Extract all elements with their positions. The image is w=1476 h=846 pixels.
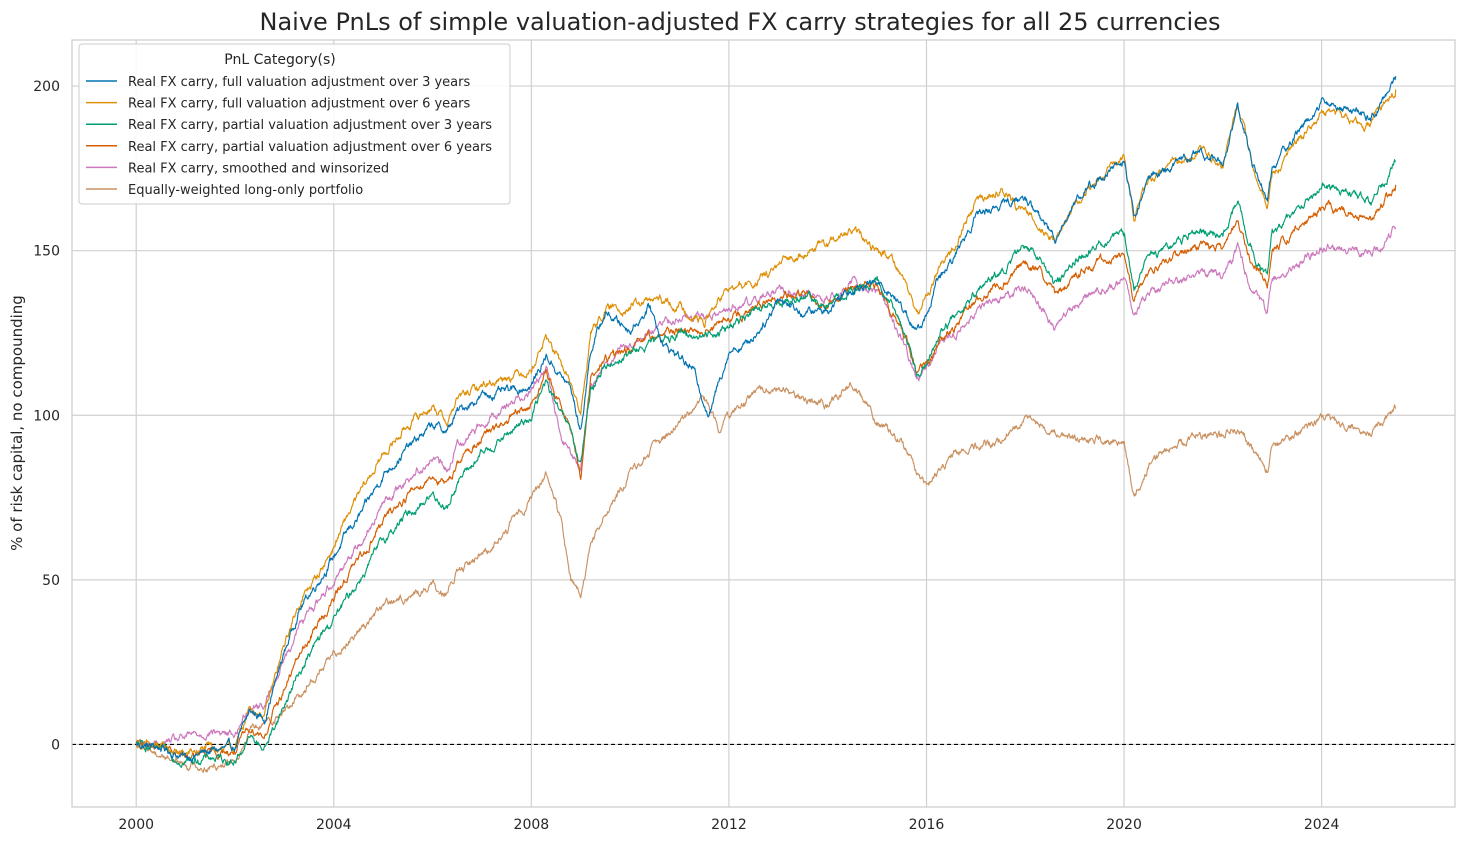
x-tick-label: 2000 [118, 817, 154, 833]
legend-label: Real FX carry, full valuation adjustment… [128, 97, 470, 112]
x-axis-ticks: 2000 2004 2008 2012 2016 2020 2024 [118, 817, 1339, 833]
series-layer [135, 76, 1397, 774]
y-axis-label: % of risk capital, no compounding [8, 295, 26, 551]
x-tick-label: 2016 [909, 817, 945, 833]
y-tick-label: 200 [33, 79, 60, 95]
legend: PnL Category(s) Real FX carry, full valu… [78, 43, 511, 205]
y-tick-label: 150 [33, 244, 60, 260]
x-tick-label: 2012 [711, 817, 747, 833]
y-axis-ticks: 0 50 100 150 200 [33, 79, 60, 753]
series-line [135, 382, 1397, 774]
series-line [135, 89, 1397, 756]
x-tick-label: 2024 [1304, 817, 1340, 833]
series-line [135, 225, 1397, 750]
y-tick-label: 100 [33, 408, 60, 424]
x-tick-label: 2004 [316, 817, 352, 833]
legend-title: PnL Category(s) [224, 52, 336, 68]
y-tick-label: 0 [51, 737, 60, 753]
chart-title: Naive PnLs of simple valuation-adjusted … [260, 8, 1221, 36]
legend-box [78, 43, 511, 205]
series-line [136, 184, 1397, 761]
legend-label: Real FX carry, partial valuation adjustm… [128, 118, 492, 133]
legend-label: Real FX carry, full valuation adjustment… [128, 75, 470, 90]
legend-items: Real FX carry, full valuation adjustment… [86, 75, 492, 198]
x-tick-label: 2020 [1106, 817, 1142, 833]
series-line [135, 159, 1396, 769]
plot-frame [71, 39, 1456, 808]
grid-layer [72, 40, 1455, 807]
legend-label: Real FX carry, smoothed and winsorized [128, 161, 389, 176]
y-tick-label: 50 [42, 573, 60, 589]
legend-label: Real FX carry, partial valuation adjustm… [128, 140, 492, 155]
x-tick-label: 2008 [514, 817, 550, 833]
legend-label: Equally-weighted long-only portfolio [128, 183, 363, 198]
series-line [135, 76, 1397, 763]
